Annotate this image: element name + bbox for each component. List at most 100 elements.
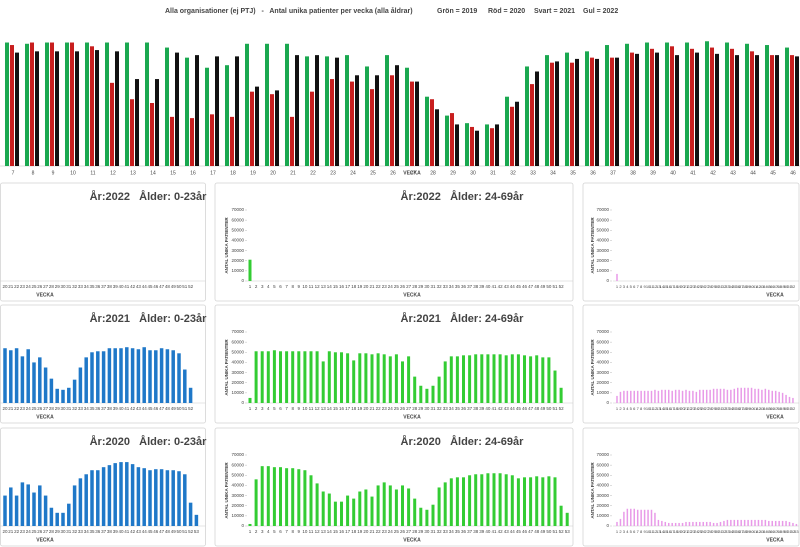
bar [470, 126, 474, 166]
panel-frame [0, 304, 206, 424]
bar [95, 50, 99, 166]
x-tick-label: 30 [424, 284, 430, 289]
bar [185, 57, 189, 166]
x-tick-label: 11 [90, 170, 95, 176]
x-axis-label: VECKA [36, 292, 54, 298]
x-tick-label: 46 [522, 406, 528, 411]
bar [590, 57, 594, 166]
x-tick-label: 7 [12, 170, 15, 176]
bar [75, 51, 79, 167]
x-tick-label: 39 [746, 284, 751, 289]
x-tick-label: 17 [670, 406, 675, 411]
bar [768, 520, 770, 526]
x-tick-label: 35 [732, 284, 737, 289]
x-tick-label: 27 [43, 529, 49, 534]
bar [671, 522, 673, 526]
x-tick-label: 13 [656, 406, 661, 411]
x-tick-label: 37 [101, 284, 107, 289]
bar [450, 113, 454, 166]
x-tick-label: 38 [473, 529, 479, 534]
y-tick-label: 10000 [231, 513, 244, 518]
x-tick-label: 6 [633, 529, 636, 534]
x-tick-label: 29 [418, 406, 424, 411]
x-tick-label: 8 [291, 406, 294, 411]
x-tick-label: 42 [498, 284, 504, 289]
bar [26, 349, 30, 403]
bar [547, 476, 551, 526]
bar [30, 42, 34, 166]
x-tick-label: 11 [649, 406, 654, 411]
y-tick-label: 70000 [596, 452, 609, 457]
bar [148, 350, 152, 403]
y-tick-label: 0 [241, 523, 244, 528]
bar [67, 387, 71, 403]
x-tick-label: 20 [363, 406, 369, 411]
x-tick-label: 50 [176, 284, 182, 289]
x-tick-label: 43 [136, 529, 142, 534]
x-tick-label: 42 [498, 406, 504, 411]
x-tick-label: 13 [656, 284, 661, 289]
bar [125, 462, 129, 526]
x-tick-label: 49 [171, 406, 177, 411]
x-tick-label: 32 [722, 529, 727, 534]
x-tick-label: 22 [14, 284, 20, 289]
x-tick-label: 47 [773, 529, 778, 534]
x-tick-label: 30 [424, 406, 430, 411]
x-tick-label: 50 [784, 406, 789, 411]
x-tick-label: 41 [124, 284, 130, 289]
x-tick-label: 29 [418, 284, 424, 289]
x-tick-label: 47 [159, 406, 165, 411]
bar [431, 504, 435, 526]
x-tick-label: 52 [188, 529, 194, 534]
x-tick-label: 5 [273, 284, 276, 289]
bar [333, 501, 337, 526]
x-tick-label: 25 [394, 284, 400, 289]
x-tick-label: 41 [124, 406, 130, 411]
bar [504, 474, 508, 526]
x-tick-label: 50 [546, 406, 552, 411]
bar [495, 124, 499, 166]
bar [480, 354, 484, 403]
x-tick-label: 48 [534, 284, 540, 289]
bar [585, 51, 589, 167]
bar [309, 475, 313, 526]
legend-label: Svart = 2021 [534, 8, 575, 15]
bar [716, 388, 718, 403]
bar [529, 477, 533, 526]
bar [376, 353, 380, 403]
x-tick-label: 6 [279, 284, 282, 289]
x-tick-label: 51 [182, 529, 188, 534]
x-tick-label: 39 [650, 170, 656, 176]
x-tick-label: 40 [118, 529, 124, 534]
bar [475, 130, 479, 166]
x-tick-label: 38 [473, 284, 479, 289]
bar [688, 521, 691, 526]
y-tick-label: 30000 [596, 248, 609, 253]
x-tick-label: 45 [516, 284, 522, 289]
bar [640, 509, 642, 526]
bar [315, 351, 319, 403]
x-tick-label: 21 [684, 284, 689, 289]
x-tick-label: 50 [784, 529, 789, 534]
x-tick-label: 44 [142, 406, 148, 411]
y-tick-label: 10000 [596, 268, 609, 273]
bar [723, 520, 725, 526]
bar [625, 43, 629, 166]
bar [498, 354, 502, 403]
x-tick-label: 18 [351, 529, 357, 534]
bar [285, 468, 289, 526]
bar [437, 376, 441, 403]
x-tick-label: 32 [437, 284, 443, 289]
x-tick-label: 9 [298, 406, 301, 411]
chart-title: Alla organisationer (ej PTJ) - Antal uni… [165, 7, 413, 15]
bar [352, 498, 356, 526]
x-tick-label: 36 [461, 406, 467, 411]
x-tick-label: 40 [118, 406, 124, 411]
bar [710, 47, 714, 167]
bar [55, 512, 59, 526]
bar [364, 489, 368, 526]
x-tick-label: 31 [66, 529, 72, 534]
bar [279, 351, 282, 403]
x-tick-label: 53 [194, 529, 200, 534]
